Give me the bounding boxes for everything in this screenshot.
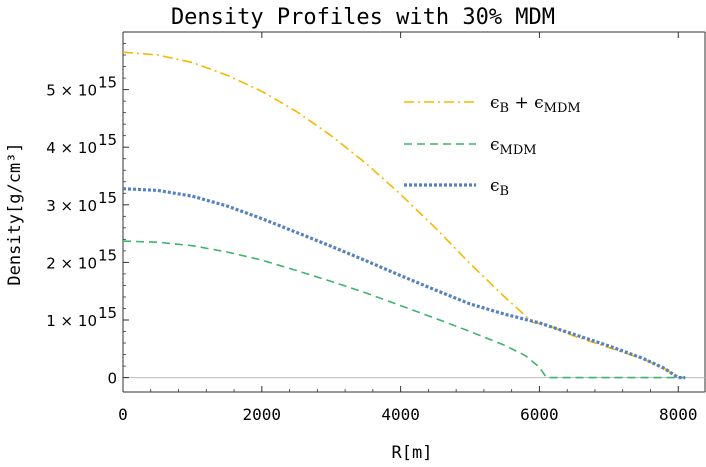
y-tick-mantissa: 5 × 10 [46, 82, 97, 100]
y-tick-mantissa: 2 × 10 [46, 254, 97, 272]
series-line-0 [122, 51, 686, 379]
legend-part: ϵ [490, 135, 500, 155]
y-axis-ticks: 01 × 10 152 × 10 153 × 10 154 × 10 155 × 10 1… [46, 43, 129, 388]
plot-frame [122, 31, 706, 393]
legend-part: ϵ [490, 176, 500, 196]
legend-part: B [500, 101, 510, 116]
x-axis-ticks: 0 2000 4000 6000 8000 [118, 32, 698, 424]
y-tick-mantissa: 3 × 10 [46, 197, 97, 215]
legend-part: MDM [500, 143, 537, 158]
y-tick-exponent: 15 [98, 74, 117, 92]
x-tick-label: 2000 [243, 405, 282, 424]
legend-part: B [500, 184, 510, 199]
series-line-2 [122, 187, 686, 380]
legend-part: + ϵ [509, 93, 544, 113]
x-tick-label: 0 [118, 405, 128, 424]
series-line-1 [122, 240, 686, 379]
legend-part: ϵ [490, 93, 500, 113]
x-tick-label: 6000 [520, 405, 559, 424]
legend-label-0: ϵB + ϵMDM [490, 93, 581, 116]
y-tick-exponent: 15 [98, 246, 117, 264]
y-tick-mantissa: 0 [107, 370, 117, 388]
y-tick-exponent: 15 [98, 131, 117, 149]
legend-label-1: ϵMDM [490, 135, 537, 158]
y-tick-mantissa: 4 × 10 [46, 139, 97, 157]
chart-title: Density Profiles with 30% MDM [171, 5, 555, 30]
legend-part: MDM [544, 101, 581, 116]
x-tick-label: 4000 [381, 405, 420, 424]
y-tick-exponent: 15 [98, 304, 117, 322]
x-axis-label: R[m] [392, 443, 433, 463]
y-tick-mantissa: 1 × 10 [46, 312, 97, 330]
legend-label-2: ϵB [490, 176, 509, 199]
y-axis-label: Density[g/cm³] [5, 142, 25, 285]
series-lines [122, 51, 686, 380]
x-tick-label: 8000 [659, 405, 698, 424]
y-tick-exponent: 15 [98, 189, 117, 207]
